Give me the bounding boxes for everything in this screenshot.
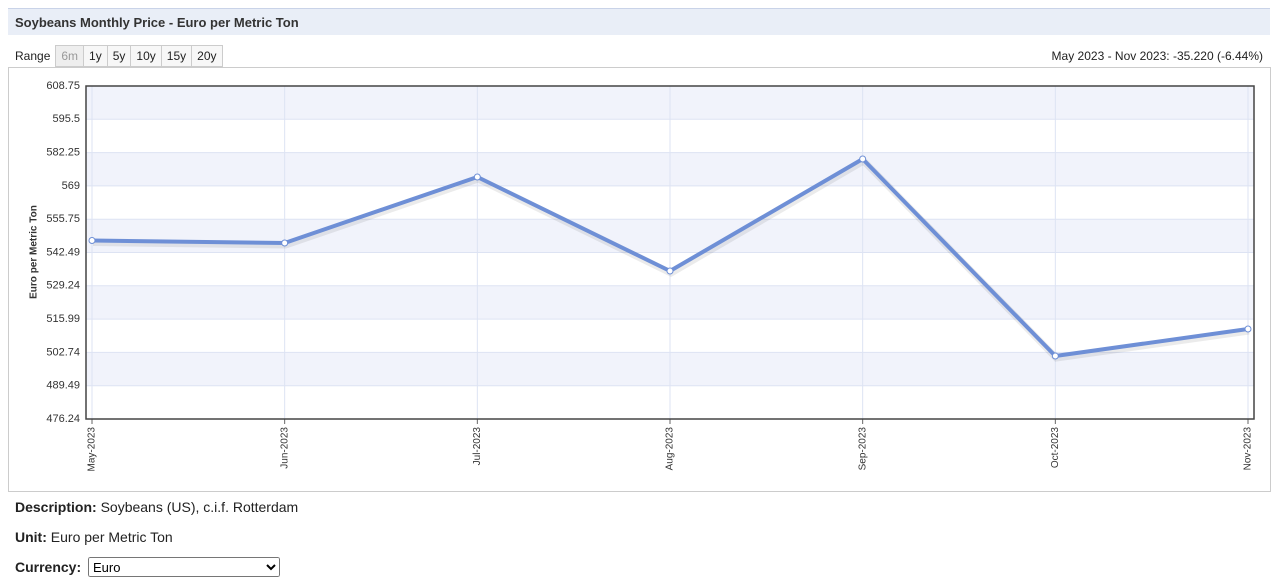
currency: Currency: xyxy=(15,559,81,575)
y-tick-label: 529.24 xyxy=(46,280,80,292)
unit-value: Euro per Metric Ton xyxy=(50,529,173,545)
y-tick-label: 595.5 xyxy=(52,113,80,125)
x-tick-label: Jun-2023 xyxy=(279,427,290,469)
plot-frame xyxy=(85,85,1255,420)
x-tick-label: Aug-2023 xyxy=(665,427,676,471)
y-tick-label: 582.25 xyxy=(46,147,80,159)
y-tick-label: 542.49 xyxy=(46,246,80,258)
y-tick-label: 476.24 xyxy=(46,413,80,425)
page-title: Soybeans Monthly Price - Euro per Metric… xyxy=(15,15,299,30)
unit-label: Unit: xyxy=(15,529,47,545)
point xyxy=(1051,352,1059,360)
header: Soybeans Monthly Price - Euro per Metric… xyxy=(8,8,1270,35)
range-button[interactable]: 10y xyxy=(130,45,162,67)
point xyxy=(666,267,674,275)
point xyxy=(859,155,867,163)
change-summary: May 2023 - Nov 2023: -35.220 (-6.44%) xyxy=(1051,49,1263,63)
range-button[interactable]: 5y xyxy=(106,45,132,67)
y-tick-label: 489.49 xyxy=(46,380,80,392)
x-tick-label: May-2023 xyxy=(87,427,98,472)
x-tick-label: Oct-2023 xyxy=(1050,427,1061,469)
y-axis-label: Euro per Metric Ton xyxy=(29,205,40,299)
currency-select[interactable]: Euro xyxy=(88,557,280,577)
description-value: Soybeans (US), c.i.f. Rotterdam xyxy=(100,499,299,515)
currency-label: Currency: xyxy=(15,559,82,575)
plot: Euro per Metric Ton 476.24 489.49 502.74 51… xyxy=(29,80,1255,472)
range-label: Range xyxy=(15,49,51,63)
y-tick-label: 515.99 xyxy=(46,313,80,325)
point xyxy=(473,173,481,181)
point xyxy=(88,237,96,245)
y-tick-label: 555.75 xyxy=(46,213,80,225)
point xyxy=(281,239,289,247)
y-tick-label: 569 xyxy=(62,180,80,192)
point xyxy=(1244,325,1252,333)
range-button[interactable]: 1y xyxy=(83,45,108,67)
x-tick-label: Sep-2023 xyxy=(857,427,868,471)
chart: Euro per Metric Ton 476.24 489.49 502.74 51… xyxy=(8,67,1271,492)
description-label: Description: xyxy=(15,499,97,515)
line-shadow xyxy=(92,156,1250,362)
description: Description: Soybeans (US), c.i.f. Rotte… xyxy=(15,499,298,515)
range-button[interactable]: 20y xyxy=(191,45,223,67)
y-tick-label: 608.75 xyxy=(46,80,80,92)
range-button[interactable]: 15y xyxy=(160,45,193,67)
unit: Unit: Euro per Metric Ton xyxy=(15,529,173,545)
range-button[interactable]: 6m xyxy=(55,45,85,67)
x-tick-label: Jul-2023 xyxy=(472,427,483,466)
x-tick-label: Nov-2023 xyxy=(1243,427,1254,471)
y-tick-label: 502.74 xyxy=(46,346,80,358)
range-bar: Range 6m 1y 5y 10y 15y 20y xyxy=(15,45,223,67)
